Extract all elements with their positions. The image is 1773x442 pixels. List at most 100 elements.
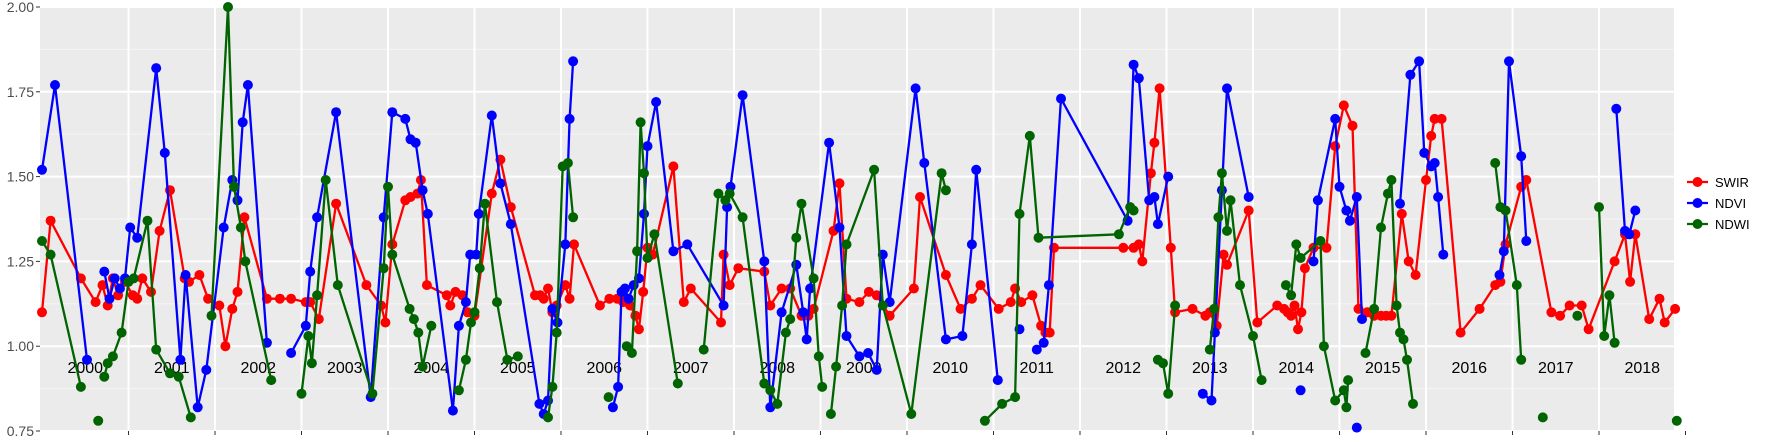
data-point [1204,344,1215,355]
data-point [102,358,113,369]
y-tick-label: 1.25 [7,253,34,269]
data-point [206,310,217,321]
data-point [45,249,56,260]
data-point [1546,307,1557,318]
data-point [453,385,464,396]
data-point [203,293,214,304]
data-point [765,385,776,396]
data-point [1391,300,1402,311]
data-point [1197,388,1208,399]
data-point [1414,56,1425,67]
series-line [546,161,575,418]
data-point [1625,276,1636,287]
data-point [834,178,845,189]
data-point [387,107,398,118]
data-point [1494,270,1505,280]
data-point [441,290,452,301]
data-point [426,320,437,331]
data-point [772,398,783,409]
y-tick-label: 0.75 [7,423,34,439]
data-point [966,239,977,250]
data-point [685,283,696,294]
data-point [915,192,925,202]
data-point [1670,303,1681,314]
data-point [1344,215,1355,226]
data-point [1426,130,1437,141]
data-point [630,310,641,321]
data-point [1295,253,1306,263]
data-point [1338,385,1349,396]
data-point [1014,208,1025,219]
data-point [474,263,485,274]
data-point [1206,395,1217,406]
data-point [460,354,471,365]
data-point [1133,239,1144,250]
series-line [611,87,999,409]
data-point [1154,83,1165,94]
data-point [1321,242,1332,253]
data-point [1209,303,1220,314]
data-point [1537,412,1548,423]
data-point [505,219,516,230]
data-point [194,270,205,280]
data-point [1334,181,1345,192]
year-label: 2017 [1538,360,1574,377]
data-point [798,307,809,318]
year-label: 2014 [1278,360,1314,377]
data-point [633,324,644,335]
data-point [620,283,630,294]
data-point [1343,375,1354,386]
data-point [37,307,47,318]
data-point [547,303,558,314]
data-point [1671,415,1682,426]
data-point [201,364,212,375]
data-point [1624,229,1635,240]
data-point [668,161,679,172]
data-point [626,348,637,358]
data-point [220,341,231,352]
data-point [997,398,1008,409]
legend: SWIR NDVI NDWI [1687,175,1750,232]
data-point [240,256,251,267]
data-point [1113,229,1124,240]
data-point [1654,293,1665,304]
data-point [1152,219,1163,230]
data-point [1369,303,1380,314]
data-point [632,246,643,257]
data-point [387,249,398,260]
data-point [1163,171,1174,182]
data-point [1611,103,1622,114]
data-point [1044,327,1055,338]
data-point [142,215,153,226]
data-point [486,188,497,199]
data-point [1500,205,1511,216]
data-point [1395,198,1405,209]
data-point [1149,192,1160,202]
data-point [1033,232,1044,243]
data-point [159,147,170,158]
data-point [603,392,614,403]
data-point [649,229,660,240]
data-point [408,314,419,325]
data-point [137,273,148,284]
data-point [1187,303,1198,314]
data-point [642,253,653,263]
data-point [639,208,649,219]
y-tick-label: 1.50 [7,169,34,185]
data-point [93,415,104,426]
data-point [1398,334,1409,345]
data-point [1165,242,1176,253]
data-point [1252,317,1263,328]
data-point [312,212,323,223]
data-point [460,297,471,308]
data-point [453,320,464,331]
data-point [1170,300,1181,311]
data-point [214,300,225,311]
data-point [568,212,579,223]
year-label: 2016 [1451,360,1487,377]
series-line [1364,178,1415,405]
data-point [831,361,842,372]
data-point [312,290,323,301]
data-point [718,300,729,311]
